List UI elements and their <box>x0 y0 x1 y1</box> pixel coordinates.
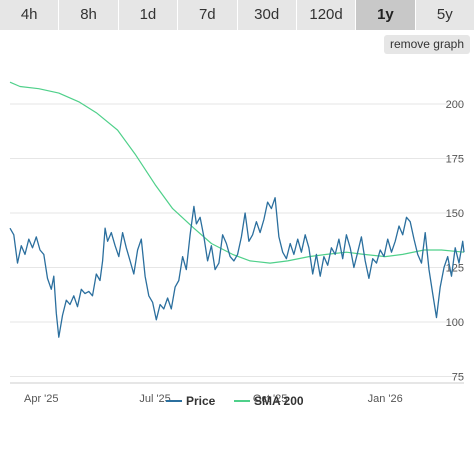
y-tick-label-150: 150 <box>446 208 464 220</box>
remove-graph-button[interactable]: remove graph <box>383 35 470 54</box>
legend-label-price[interactable]: Price <box>186 394 216 408</box>
x-tick-label-1: Jul '25 <box>139 393 170 405</box>
x-tick-label-3: Jan '26 <box>368 393 403 405</box>
tab-5y[interactable]: 5y <box>415 0 474 30</box>
tab-4h[interactable]: 4h <box>0 0 60 30</box>
tab-7d[interactable]: 7d <box>178 0 238 30</box>
y-tick-label-100: 100 <box>446 317 464 329</box>
range-tab-bar: 4h 8h 1d 7d 30d 120d 1y 5y <box>0 0 474 30</box>
legend: Price SMA 200 <box>166 394 304 408</box>
tab-30d[interactable]: 30d <box>237 0 297 30</box>
tab-1d[interactable]: 1d <box>118 0 179 30</box>
series-line-price <box>9 197 465 338</box>
x-tick-label-2: Oct '25 <box>253 393 288 405</box>
legend-label-sma-200[interactable]: SMA 200 <box>254 394 304 408</box>
y-tick-label-125: 125 <box>446 262 464 274</box>
price-chart: 75 100 125 150 175 200 Apr '25 Jul '25 Oct '25 J… <box>9 81 465 408</box>
y-tick-label-200: 200 <box>446 99 464 111</box>
y-axis-labels: 75 100 125 150 175 200 <box>446 99 464 383</box>
y-tick-label-175: 175 <box>446 153 464 165</box>
tab-120d[interactable]: 120d <box>296 0 357 30</box>
series-layer <box>9 81 465 338</box>
tab-1y[interactable]: 1y <box>356 0 416 30</box>
grid-lines <box>10 103 464 377</box>
tab-8h[interactable]: 8h <box>59 0 119 30</box>
x-tick-label-0: Apr '25 <box>24 393 59 405</box>
y-tick-label-75: 75 <box>452 371 464 383</box>
series-line-sma-200 <box>9 81 465 264</box>
x-axis-labels: Apr '25 Jul '25 Oct '25 Jan '26 <box>24 393 403 405</box>
